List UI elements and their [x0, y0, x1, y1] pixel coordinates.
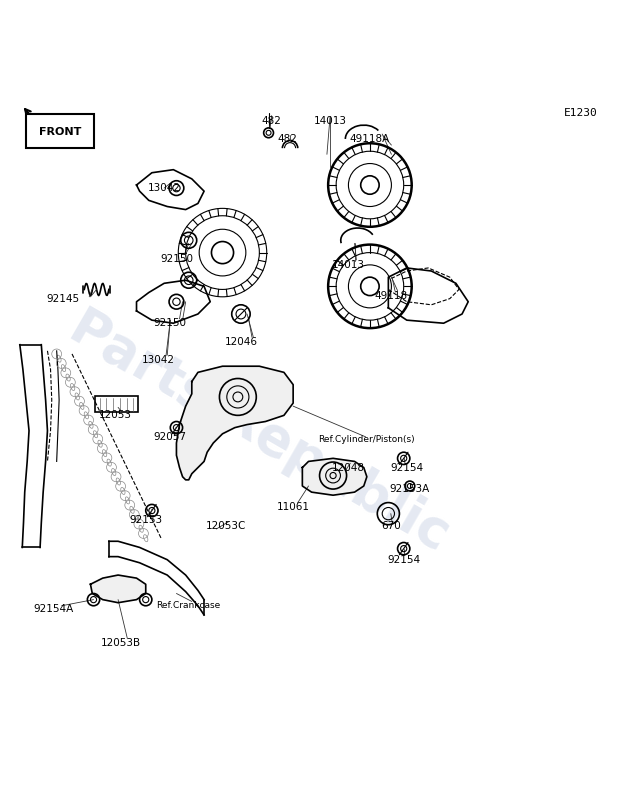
- Text: 92057: 92057: [154, 432, 187, 442]
- Text: 92154A: 92154A: [33, 604, 73, 614]
- Text: 92154: 92154: [390, 462, 423, 473]
- Text: 14013: 14013: [332, 260, 365, 270]
- Text: 670: 670: [381, 521, 401, 531]
- Text: 12046: 12046: [225, 337, 257, 346]
- Text: E1230: E1230: [563, 108, 597, 118]
- Polygon shape: [176, 366, 293, 480]
- Text: 92150: 92150: [154, 318, 187, 328]
- Text: 92154: 92154: [387, 554, 420, 565]
- Text: Ref.Crankcase: Ref.Crankcase: [157, 602, 221, 610]
- Text: 12053C: 12053C: [205, 521, 246, 531]
- FancyBboxPatch shape: [26, 114, 94, 148]
- Text: 14013: 14013: [313, 115, 347, 126]
- Text: 49118A: 49118A: [350, 134, 390, 144]
- Text: 482: 482: [277, 134, 297, 144]
- Text: 482: 482: [262, 115, 281, 126]
- Text: 11061: 11061: [276, 502, 310, 513]
- Text: 12048: 12048: [332, 462, 365, 473]
- Text: 13042: 13042: [147, 183, 181, 193]
- Polygon shape: [91, 575, 146, 602]
- Text: 92145: 92145: [46, 294, 80, 304]
- Text: 12053B: 12053B: [101, 638, 141, 648]
- Text: 13042: 13042: [141, 355, 175, 365]
- Text: Ref.Cylinder/Piston(s): Ref.Cylinder/Piston(s): [318, 435, 415, 445]
- Polygon shape: [302, 458, 367, 495]
- Text: 49118: 49118: [375, 290, 408, 301]
- Text: 12053: 12053: [99, 410, 131, 420]
- Text: 92153A: 92153A: [390, 484, 430, 494]
- FancyBboxPatch shape: [96, 396, 138, 412]
- Text: 92150: 92150: [160, 254, 193, 264]
- Text: FRONT: FRONT: [38, 126, 81, 137]
- Text: 92153: 92153: [129, 514, 162, 525]
- Text: Parts Republic: Parts Republic: [60, 301, 458, 561]
